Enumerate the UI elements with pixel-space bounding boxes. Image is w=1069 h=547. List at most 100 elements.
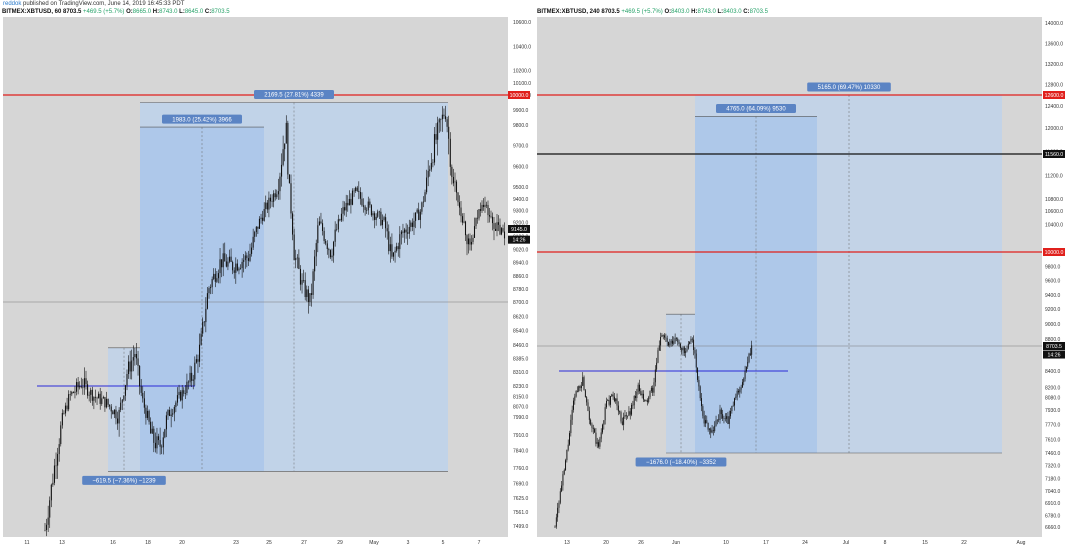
candle-body (276, 194, 278, 198)
candle-body (433, 134, 436, 163)
y-tick-label: 10200.0 (513, 69, 531, 75)
candle-body (151, 428, 153, 434)
y-tick-label: 9900.0 (513, 108, 529, 114)
candle-body (396, 246, 398, 251)
candle-body (94, 396, 97, 398)
candle-body (693, 339, 695, 351)
candle-body (187, 381, 190, 383)
y-tick-label: 9600.0 (1045, 279, 1061, 285)
y-tick-label: 8700.0 (513, 300, 529, 306)
price-badge-bg (508, 235, 530, 244)
candle-body (666, 338, 668, 342)
candle-body (53, 465, 56, 483)
y-tick-label: 7040.0 (1045, 489, 1061, 495)
x-tick-label: 20 (179, 540, 185, 546)
candle-body (113, 409, 115, 415)
candle-body (217, 273, 220, 279)
candle-body (79, 386, 81, 388)
candle-body (481, 204, 483, 211)
candle-body (282, 149, 284, 165)
candle-body (664, 335, 666, 338)
candle-body (293, 234, 295, 261)
candle-body (146, 410, 149, 418)
candle-body (592, 427, 594, 429)
panel-divider[interactable] (531, 9, 535, 547)
candle-body (135, 354, 138, 359)
candle-body (137, 358, 139, 366)
candle-body (399, 234, 401, 250)
x-tick-label: 13 (59, 540, 65, 546)
candle-body (364, 206, 366, 211)
candle-body (342, 207, 344, 214)
x-tick-label: 18 (145, 540, 151, 546)
candle-body (205, 308, 207, 323)
chart-panel-left[interactable]: BITMEX:XBTUSD, 60 8703.5 +469.5 (+5.7%) … (0, 9, 531, 547)
candle-body (561, 485, 563, 492)
y-tick-label: 10600.0 (513, 20, 531, 26)
candle-body (381, 219, 384, 226)
candle-body (132, 357, 134, 361)
candle-body (304, 280, 306, 297)
symbol-legend: BITMEX:XBTUSD, 60 8703.5 +469.5 (+5.7%) … (2, 9, 230, 15)
y-tick-label: 14000.0 (1045, 21, 1063, 27)
candle-body (578, 386, 580, 392)
candle-body (698, 379, 700, 387)
candle-body (633, 396, 635, 406)
candle-body (98, 393, 100, 399)
candle-body (353, 190, 355, 192)
candle-body (587, 402, 589, 411)
candle-body (47, 517, 49, 525)
candle-body (129, 361, 131, 372)
candle-body (446, 119, 448, 127)
x-tick-label: 24 (802, 540, 808, 546)
candle-body (440, 119, 442, 120)
low-label: L: (179, 9, 185, 15)
price-chart-left[interactable]: 2169.5 (27.81%) 4339 1983.0 (25.42%) 3966… (0, 9, 531, 547)
candle-body (326, 243, 328, 250)
candle-body (284, 143, 286, 150)
candle-body (405, 229, 407, 233)
candle-body (110, 406, 112, 412)
candle-body (582, 377, 584, 386)
candle-body (176, 395, 179, 403)
chart-panel-right[interactable]: BITMEX:XBTUSD, 240 8703.5 +469.5 (+5.7%)… (535, 9, 1069, 547)
measure-label-bg (807, 82, 891, 92)
x-tick-label: 16 (110, 540, 116, 546)
y-tick-label: 8150.0 (513, 394, 529, 400)
candle-body (68, 394, 70, 410)
candle-body (369, 201, 371, 206)
y-tick-label: 6910.0 (1045, 501, 1061, 507)
candle-body (306, 289, 308, 297)
candle-body (243, 260, 245, 262)
high-label: H: (152, 9, 160, 15)
price-badge: 9145.0 (511, 227, 527, 233)
author-name[interactable]: reddok (3, 1, 22, 7)
x-tick-label: 15 (922, 540, 928, 546)
y-tick-label: 12400.0 (1045, 104, 1063, 110)
candle-body (334, 229, 336, 242)
y-tick-label: 8800.0 (1045, 337, 1061, 343)
candle-body (213, 273, 215, 280)
candle-body (598, 442, 600, 447)
candle-body (596, 442, 598, 444)
candle-body (101, 398, 103, 404)
candle-body (606, 400, 607, 408)
candle-body (478, 209, 480, 219)
candle-body (318, 221, 320, 226)
candle-body (239, 268, 242, 269)
y-tick-label: 7561.0 (513, 510, 529, 516)
candle-body (258, 218, 261, 229)
candle-body (747, 361, 749, 367)
candle-body (128, 361, 130, 374)
candle-body (389, 244, 391, 252)
candle-body (732, 405, 734, 407)
candle-body (689, 341, 691, 344)
candle-body (625, 415, 627, 416)
candle-body (102, 397, 104, 399)
candle-body (691, 338, 693, 340)
candle-body (611, 394, 613, 397)
measure-label: 2169.5 (27.81%) 4339 (264, 93, 324, 99)
candle-body (488, 215, 491, 217)
price-chart-right[interactable]: 5165.0 (69.47%) 10330 4765.0 (64.09%) 953… (535, 9, 1069, 547)
candle-body (314, 256, 316, 272)
